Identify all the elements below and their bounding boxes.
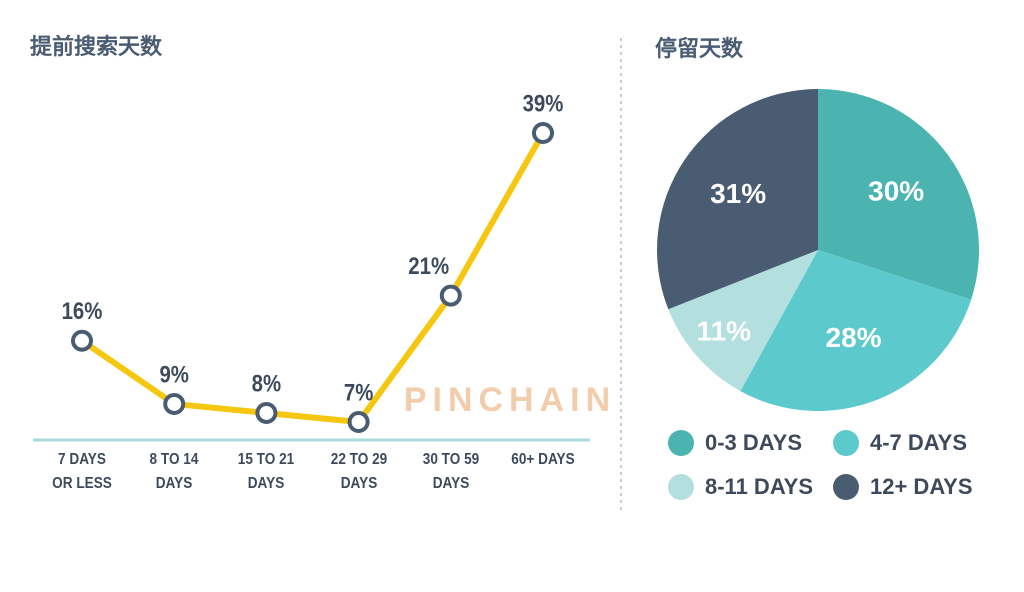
value-label: 39% [523,90,564,117]
legend-swatch [668,430,694,456]
x-tick-label: 7 DAYS OR LESS [52,451,112,492]
value-label: 11% [697,315,752,346]
value-label: 16% [62,298,103,325]
legend-label: 12+ DAYS [870,474,973,499]
legend-label: 8-11 DAYS [705,474,813,499]
legend-swatch [833,474,859,500]
pie-slice [657,89,818,310]
point [71,329,93,352]
point [163,392,186,415]
pie-title: 停留天数 [655,36,744,61]
legend-label: 0-3 DAYS [705,430,802,455]
legend-label: 4-7 DAYS [870,430,967,455]
point [439,284,462,307]
pie-slice [740,250,972,412]
watermark: PINCHAIN [404,381,616,419]
value-label: 28% [826,322,882,353]
legend-swatch [833,430,859,456]
x-tick-label: 15 TO 21 DAYS [238,451,295,492]
value-label: 7% [344,379,374,406]
value-label: 31% [710,178,766,209]
x-tick-label: 8 TO 14 DAYS [149,451,199,492]
x-tick-label: 60+ DAYS [511,451,575,468]
value-label: 9% [159,361,189,388]
line-title: 提前搜索天数 [30,34,163,59]
x-tick-label: 30 TO 59 DAYS [422,451,480,492]
line [80,131,546,425]
legend-swatch [668,474,694,500]
value-label: 8% [252,370,282,397]
point [532,122,554,144]
value-label: 21% [408,252,449,279]
point [347,411,370,433]
pie-slice [818,89,980,300]
pie-slice [668,250,818,392]
x-tick-label: 22 TO 29 DAYS [330,451,387,492]
value-label: 30% [868,176,924,207]
point [255,401,278,424]
